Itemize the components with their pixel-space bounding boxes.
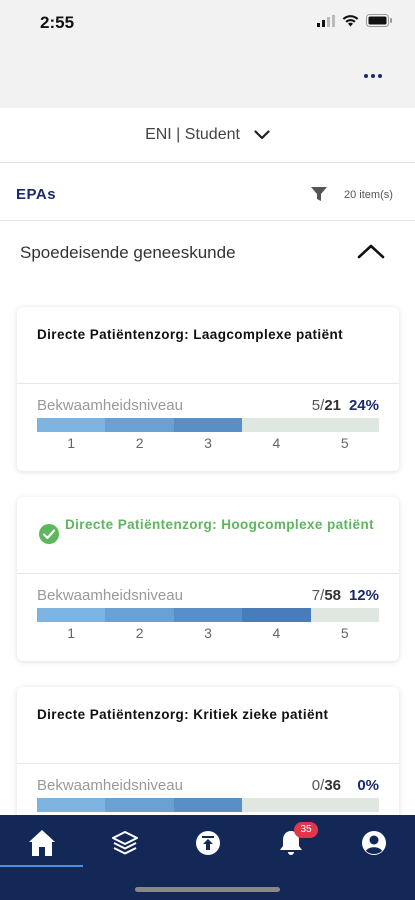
bottom-tab-bar: 35 [0, 815, 415, 900]
tab-layers[interactable] [83, 815, 166, 870]
chevron-down-icon [254, 130, 270, 140]
level-percent: 24% [348, 397, 379, 414]
level-label: Bekwaamheidsniveau [37, 587, 183, 604]
notification-badge: 35 [294, 822, 318, 838]
level-label: Bekwaamheidsniveau [37, 777, 183, 794]
level-progress-bar [37, 418, 379, 432]
home-indicator [135, 887, 280, 892]
signal-icon [317, 14, 335, 27]
level-percent: 0% [357, 777, 379, 794]
epa-toolbar: EPAs 20 item(s) [0, 163, 415, 221]
active-tab-indicator [0, 865, 83, 867]
profile-icon [361, 830, 386, 855]
level-progress-bar [37, 798, 379, 812]
epa-card-title: Directe Patiëntenzorg: Laagcomplexe pati… [37, 327, 344, 342]
progress-segment [105, 418, 174, 432]
progress-segment [37, 608, 106, 622]
scale-label: 4 [272, 625, 281, 641]
dot-icon [378, 74, 382, 78]
epa-card-list[interactable]: Directe Patiëntenzorg: Laagcomplexe pati… [0, 285, 415, 815]
epa-card[interactable]: Directe Patiëntenzorg: Hoogcomplexe pati… [17, 497, 399, 661]
epa-card[interactable]: Directe Patiëntenzorg: Laagcomplexe pati… [17, 307, 399, 471]
tab-notifications[interactable]: 35 [249, 815, 332, 870]
upload-icon [195, 830, 220, 855]
level-scale: 1 2 3 4 5 [37, 625, 379, 641]
chevron-up-icon[interactable] [357, 243, 385, 259]
progress-segment [242, 608, 311, 622]
progress-segment [242, 418, 310, 432]
section-header[interactable]: Spoedeisende geneeskunde [0, 221, 415, 285]
items-count: 20 item(s) [344, 189, 393, 201]
home-icon [28, 829, 55, 856]
app-header [0, 44, 415, 108]
progress-segment [173, 608, 243, 622]
filter-icon[interactable] [311, 187, 327, 202]
scale-label: 2 [135, 435, 144, 451]
card-divider [17, 383, 399, 384]
progress-segment [105, 608, 174, 622]
check-circle-icon [39, 524, 59, 544]
level-percent: 12% [348, 587, 379, 604]
tab-upload[interactable] [166, 815, 249, 870]
progress-segment [105, 798, 174, 812]
scale-label: 4 [272, 435, 281, 451]
battery-icon [366, 14, 392, 27]
status-time: 2:55 [40, 13, 75, 32]
progress-segment [173, 798, 243, 812]
scale-label: 1 [67, 435, 76, 451]
epa-card-title: Directe Patiëntenzorg: Hoogcomplexe pati… [65, 517, 374, 532]
tab-profile[interactable] [332, 815, 415, 870]
progress-segment [242, 798, 310, 812]
status-bar: 2:55 [0, 0, 415, 44]
role-selector[interactable]: ENI | Student [0, 108, 415, 163]
progress-segment [311, 608, 379, 622]
epa-card[interactable]: Directe Patiëntenzorg: Kritiek zieke pat… [17, 687, 399, 815]
scale-label: 3 [204, 625, 212, 641]
more-options-button[interactable] [361, 66, 385, 86]
scale-label: 1 [67, 625, 76, 641]
scale-label: 5 [340, 625, 349, 641]
tab-home[interactable] [0, 815, 83, 870]
progress-segment [311, 418, 379, 432]
card-divider [17, 573, 399, 574]
progress-segment [37, 798, 106, 812]
dot-icon [371, 74, 375, 78]
epa-title: EPAs [16, 186, 57, 203]
epa-card-title: Directe Patiëntenzorg: Kritiek zieke pat… [37, 707, 329, 722]
scale-label: 5 [340, 435, 349, 451]
level-progress-bar [37, 608, 379, 622]
layers-icon [111, 830, 138, 854]
level-count: 7/58 [311, 587, 341, 604]
section-title: Spoedeisende geneeskunde [20, 243, 236, 262]
scale-label: 2 [135, 625, 144, 641]
progress-segment [173, 418, 243, 432]
progress-segment [311, 798, 379, 812]
level-label: Bekwaamheidsniveau [37, 397, 183, 414]
progress-segment [37, 418, 106, 432]
level-count: 0/36 [311, 777, 341, 794]
status-icons [317, 14, 393, 27]
role-label: ENI | Student [145, 126, 240, 143]
wifi-icon [342, 14, 359, 26]
scale-label: 3 [204, 435, 212, 451]
dot-icon [364, 74, 368, 78]
level-count: 5/21 [311, 397, 341, 414]
card-divider [17, 763, 399, 764]
level-scale: 1 2 3 4 5 [37, 435, 379, 451]
